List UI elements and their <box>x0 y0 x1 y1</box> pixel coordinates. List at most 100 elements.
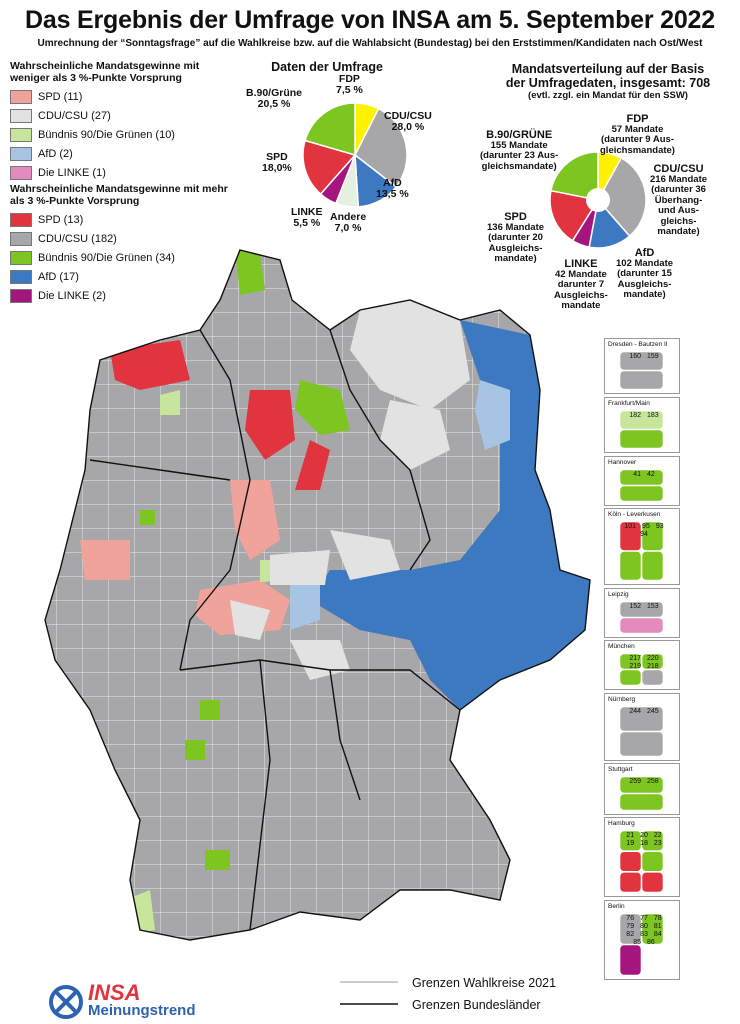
city-inset-district <box>641 521 664 551</box>
survey-label-party: LINKE <box>291 206 323 218</box>
city-inset: Leipzig 152 153 <box>604 588 680 638</box>
seat-pie-title-1: Mandatsverteilung auf der Basis <box>511 62 705 76</box>
city-inset: Köln - Leverkusen 101 95 93 94 <box>604 508 680 585</box>
pie-slice-spd <box>549 189 600 242</box>
seat-label-line: (darunter 9 Aus- <box>600 134 674 145</box>
seat-label-line: mandate) <box>494 253 537 264</box>
legend-strong: Wahrscheinliche Mandatsgewinne mit mehr … <box>10 183 240 305</box>
legend-swatch <box>10 231 32 246</box>
city-inset-district <box>619 851 642 872</box>
city-inset-district <box>619 469 664 486</box>
seat-label-cdu-csu: CDU/CSU 216 Mandate (darunter 36 Überhang-u… <box>650 164 707 238</box>
district-number: 245 <box>647 708 659 715</box>
legend-swatch <box>10 165 32 180</box>
district-number: 81 <box>653 923 662 930</box>
district-number: 95 <box>642 523 650 530</box>
district-number: 217 <box>629 655 641 662</box>
city-inset-district <box>619 410 664 430</box>
city-inset-map <box>619 653 664 686</box>
city-inset-map <box>619 601 664 634</box>
city-inset: Nürnberg 244 245 <box>604 693 680 761</box>
seat-label-line: 155 Mandate <box>490 139 548 151</box>
city-inset: Hannover 41 42 <box>604 456 680 506</box>
seat-label-line: AfD <box>634 247 655 259</box>
city-inset-district <box>619 872 642 893</box>
seat-label-line: 42 Mandate <box>555 268 607 280</box>
seat-label-line: Überhang- <box>654 194 703 206</box>
city-inset-district <box>619 731 664 757</box>
seat-label-line: 136 Mandate <box>487 221 545 233</box>
seat-label-line: LINKE <box>564 258 598 270</box>
district-number: 153 <box>647 603 659 610</box>
legend-swatch <box>10 89 32 104</box>
city-inset-numbers: 182 183 <box>623 412 665 419</box>
district-number: 152 <box>629 603 641 610</box>
seat-label-line: B.90/GRÜNE <box>486 129 553 141</box>
legend-weak-item: CDU/CSU (27) <box>10 106 240 125</box>
legend-label: SPD (11) <box>38 90 83 103</box>
city-inset-name: München <box>608 643 635 650</box>
city-inset-numbers: 152 153 <box>623 603 665 610</box>
city-inset-district <box>619 944 642 976</box>
district-number: 41 <box>633 471 641 478</box>
seat-label-line: 57 Mandate <box>611 123 664 135</box>
city-inset-district <box>641 872 664 893</box>
survey-label-value: 28,0 % <box>391 121 425 133</box>
city-inset-map <box>619 913 664 976</box>
district-number: 218 <box>647 663 659 670</box>
city-inset: Frankfurt/Main 182 183 <box>604 397 680 453</box>
seat-label-line: mandate) <box>657 226 700 237</box>
district-number: 20 <box>640 832 648 839</box>
legend-swatch <box>10 288 32 303</box>
district-number: 79 <box>626 923 635 930</box>
legend-label: AfD (17) <box>38 270 79 283</box>
seat-pie-chart <box>549 151 647 249</box>
legend-strong-item: CDU/CSU (182) <box>10 229 240 248</box>
survey-label-value: 18,0% <box>262 162 292 174</box>
seat-label-line: (darunter 15 <box>617 268 672 279</box>
seat-label-line: gleichsmandate) <box>481 160 557 172</box>
survey-label-linke: LINKE 5,5 % <box>291 207 323 229</box>
seat-label-linke: LINKE 42 Mandate darunter 7 Ausgleichs-mand… <box>554 259 608 312</box>
city-inset-name: Hannover <box>608 459 637 466</box>
pie-slice-b-90-gr-ne <box>550 151 599 201</box>
seat-label-line: Ausgleichs- <box>617 278 672 290</box>
legend-weak: Wahrscheinliche Mandatsgewinne mit wenig… <box>10 60 240 182</box>
insa-logo-sub: Meinungstrend <box>88 1002 196 1019</box>
legend-strong-item: SPD (13) <box>10 210 240 229</box>
city-inset: Dresden - Bautzen II 160 159 <box>604 338 680 394</box>
district-number: 76 <box>626 915 635 922</box>
legend-label: SPD (13) <box>38 213 84 226</box>
district-number: 22 <box>653 832 662 839</box>
city-inset-district <box>619 830 642 851</box>
city-inset-map <box>619 351 664 390</box>
city-inset-district <box>619 601 664 618</box>
city-inset-numbers: 41 42 <box>623 471 665 478</box>
district-number: 82 <box>626 931 635 938</box>
city-inset-numbers: 160 159 <box>623 353 665 360</box>
survey-label-value: 20,5 % <box>257 98 291 110</box>
city-inset-district <box>641 669 664 686</box>
survey-label-value: 5,5 % <box>293 217 321 229</box>
survey-label-value: 13,5 % <box>376 188 409 200</box>
city-inset-numbers: 101 95 93 94 <box>623 523 665 538</box>
legend-label: Die LINKE (2) <box>38 289 106 302</box>
seat-pie-title: Mandatsverteilung auf der Basis der Umfr… <box>488 62 728 101</box>
survey-label-cdu-csu: CDU/CSU 28,0 % <box>384 111 432 133</box>
city-inset-district <box>641 653 664 670</box>
survey-label-party: AfD <box>383 177 402 189</box>
district-number: 182 <box>629 412 641 419</box>
city-inset-numbers: 244 245 <box>623 708 665 715</box>
city-inset-district <box>619 551 642 581</box>
city-inset-numbers: 76 77 78 79 80 81 82 83 84 85 86 <box>623 915 665 946</box>
footer-line-samples <box>340 981 398 1005</box>
seat-label-b-90-gr-ne: B.90/GRÜNE 155 Mandate (darunter 23 Aus-gl… <box>480 130 558 172</box>
city-inset-district <box>619 776 664 794</box>
district-number: 77 <box>640 915 648 922</box>
city-inset-map <box>619 521 664 581</box>
survey-label-party: Andere <box>330 211 367 223</box>
city-inset-name: Hamburg <box>608 820 635 827</box>
footer-bundeslaender: Grenzen Bundesländer <box>412 998 541 1012</box>
survey-label-value: 7,5 % <box>336 84 363 96</box>
legend-label: Bündnis 90/Die Grünen (10) <box>38 128 175 141</box>
